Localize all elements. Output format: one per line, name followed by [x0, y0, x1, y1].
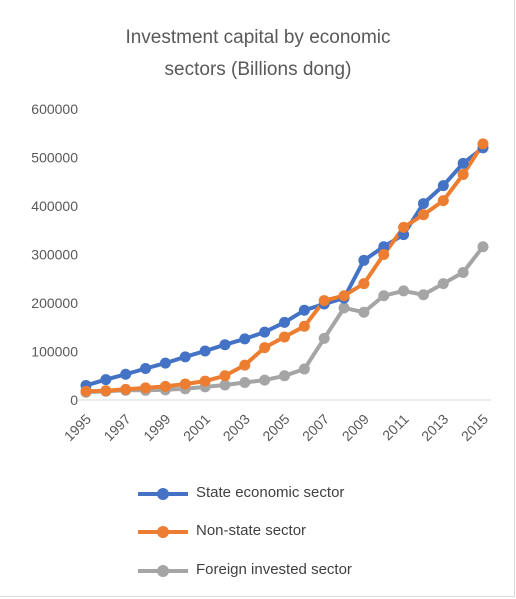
- x-tick-label: 1997: [100, 411, 133, 444]
- chart-title-line-1: Investment capital by economic: [125, 27, 391, 48]
- series-line-state: [84, 145, 485, 388]
- data-point-non-state: [437, 195, 449, 207]
- data-point-state: [279, 316, 290, 328]
- data-point-non-state: [259, 342, 271, 354]
- y-tick-label: 500000: [31, 150, 78, 166]
- series-line-non-state: [84, 141, 485, 394]
- x-tick-label: 2005: [259, 411, 292, 444]
- data-point-foreign: [219, 379, 231, 391]
- data-point-state: [219, 339, 231, 351]
- data-point-non-state: [199, 375, 211, 387]
- data-point-state: [100, 374, 112, 386]
- data-point-foreign: [259, 374, 271, 386]
- data-point-state: [298, 304, 310, 316]
- data-point-state: [457, 157, 469, 169]
- data-point-non-state: [219, 370, 231, 382]
- data-point-state: [378, 241, 390, 253]
- data-point-foreign: [378, 290, 390, 302]
- data-point-non-state: [100, 385, 112, 397]
- data-point-state: [417, 198, 429, 210]
- data-point-non-state: [298, 320, 310, 332]
- x-tick-label: 2001: [180, 411, 213, 444]
- data-point-non-state: [159, 380, 171, 392]
- data-point-state: [239, 333, 251, 345]
- data-point-non-state: [80, 385, 92, 397]
- data-point-non-state: [358, 278, 370, 290]
- data-point-non-state: [179, 378, 191, 390]
- x-tick-label: 1999: [140, 411, 173, 444]
- x-tick-label: 2003: [220, 411, 253, 444]
- data-point-non-state: [477, 138, 489, 150]
- data-point-non-state: [398, 221, 410, 233]
- data-point-foreign: [279, 370, 290, 382]
- data-point-state: [120, 368, 132, 380]
- y-tick-label: 0: [70, 392, 78, 408]
- data-point-foreign: [318, 332, 330, 344]
- data-point-state: [437, 180, 449, 192]
- y-tick-label: 300000: [31, 247, 78, 263]
- data-point-non-state: [457, 168, 469, 180]
- legend-marker-state: [157, 488, 169, 500]
- data-point-foreign: [239, 377, 251, 389]
- x-tick-label: 2009: [339, 411, 372, 444]
- y-tick-label: 100000: [31, 344, 78, 360]
- legend-label-state: State economic sector: [196, 484, 345, 501]
- data-point-foreign: [417, 289, 429, 301]
- legend-marker-non-state: [157, 526, 169, 538]
- y-tick-label: 600000: [31, 101, 78, 117]
- data-point-foreign: [437, 278, 449, 290]
- legend-label-foreign: Foreign invested sector: [196, 561, 352, 578]
- line-chart: 0 100000 200000 300000 400000 500000 600000 19…: [31, 101, 491, 444]
- data-point-state: [358, 254, 370, 266]
- data-point-state: [179, 351, 191, 363]
- data-point-non-state: [140, 382, 152, 394]
- x-tick-label: 2015: [458, 411, 491, 444]
- x-tick-label: 2007: [299, 411, 332, 444]
- x-tick-label: 2011: [379, 411, 412, 444]
- legend-marker-foreign: [157, 565, 169, 577]
- data-point-foreign: [457, 266, 469, 278]
- data-point-non-state: [120, 383, 132, 395]
- data-point-non-state: [239, 359, 251, 371]
- data-point-non-state: [378, 249, 390, 260]
- data-point-non-state: [279, 331, 290, 343]
- y-tick-label: 200000: [31, 295, 78, 311]
- data-point-non-state: [318, 295, 330, 307]
- data-point-foreign: [477, 241, 489, 253]
- y-tick-label: 400000: [31, 198, 78, 214]
- data-point-state: [159, 357, 171, 369]
- x-tick-label: 1995: [61, 411, 94, 444]
- data-point-foreign: [298, 363, 310, 375]
- chart-title-line-2: sectors (Billions dong): [164, 59, 352, 80]
- data-point-non-state: [417, 209, 429, 221]
- data-point-state: [259, 326, 271, 338]
- data-point-state: [140, 362, 152, 374]
- legend-label-non-state: Non-state sector: [196, 522, 307, 539]
- data-point-non-state: [338, 290, 350, 302]
- data-point-foreign: [358, 306, 370, 318]
- data-point-state: [199, 345, 211, 357]
- data-point-foreign: [338, 302, 350, 314]
- data-point-foreign: [398, 285, 410, 297]
- x-tick-label: 2013: [418, 411, 451, 444]
